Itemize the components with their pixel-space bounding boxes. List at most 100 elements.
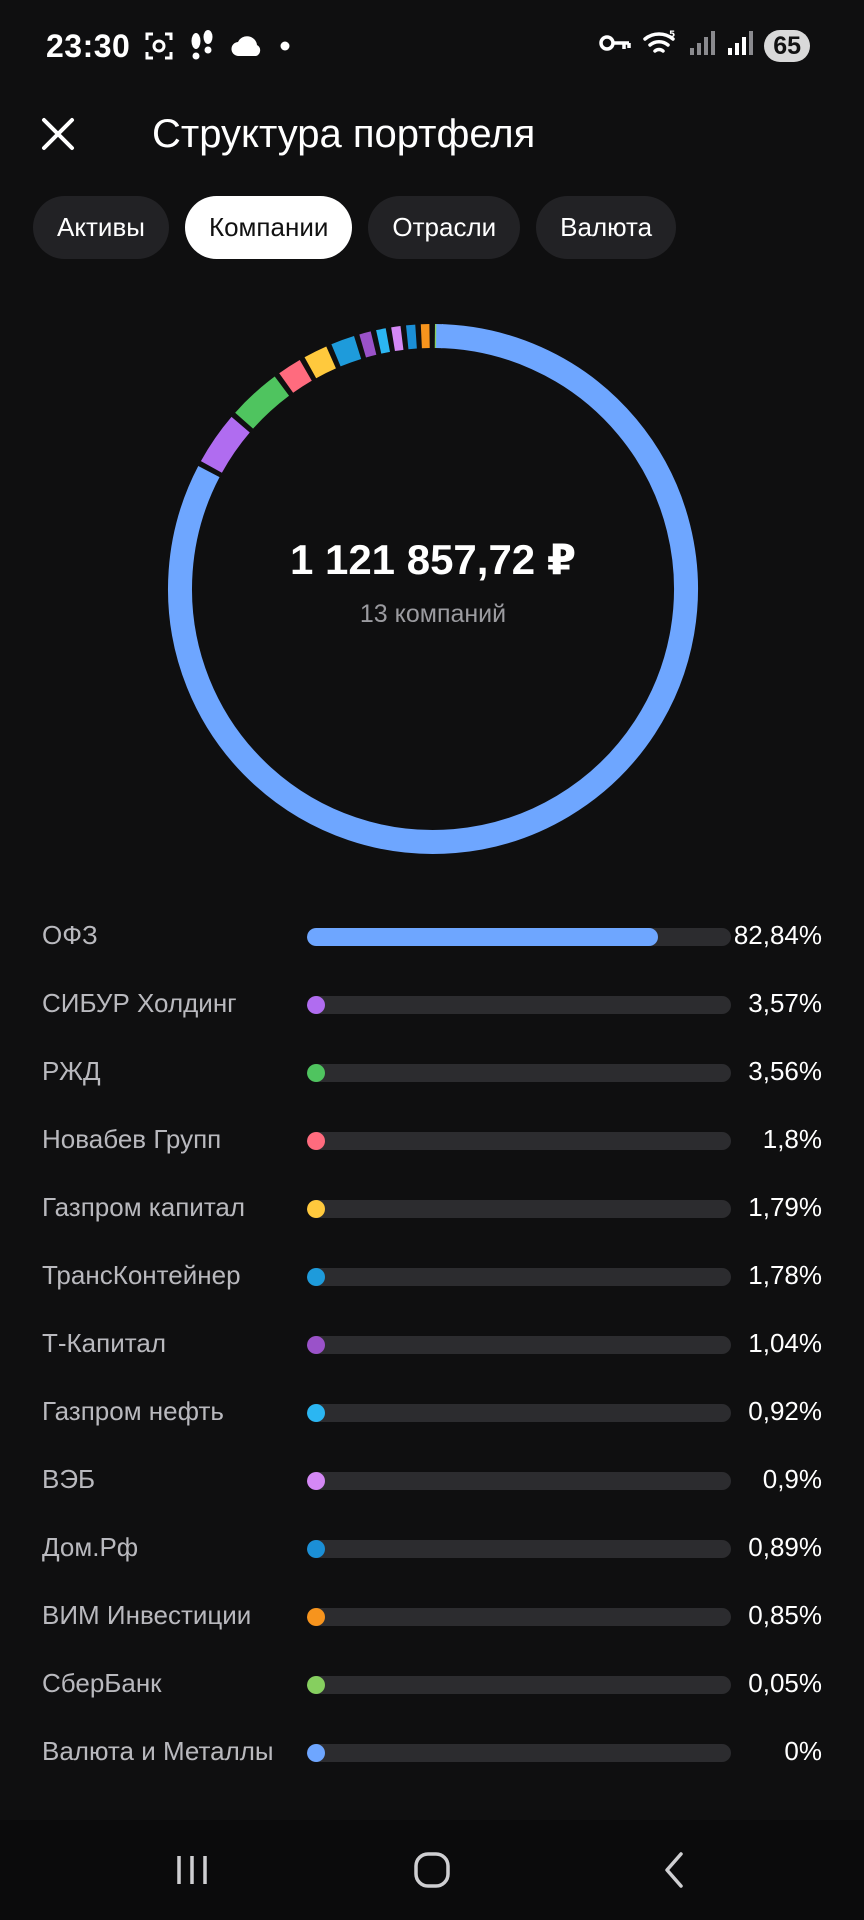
share-value: 1,79%	[748, 1192, 822, 1222]
donut-chart: 1 121 857,72 ₽ 13 компаний	[166, 322, 700, 856]
company-list: ОФЗ 82,84% СИБУР Холдинг 3,57% РЖД 3,56% Новаб…	[42, 904, 822, 1788]
page-title: Структура портфеля	[152, 112, 536, 156]
company-name: Валюта и Металлы	[42, 1736, 274, 1766]
status-time: 23:30	[46, 28, 131, 64]
share-bar-fill	[307, 1404, 325, 1422]
recents-icon	[177, 1856, 207, 1884]
company-row[interactable]: ВЭБ 0,9%	[42, 1448, 822, 1516]
tab-industries[interactable]: Отрасли	[368, 196, 521, 259]
company-row[interactable]: ОФЗ 82,84%	[42, 904, 822, 972]
share-bar-fill	[307, 1540, 325, 1558]
status-bar: 23:30 5 65	[0, 0, 864, 96]
donut-slice	[304, 346, 337, 379]
share-value: 0,05%	[748, 1668, 822, 1698]
tab-assets[interactable]: Активы	[33, 196, 169, 259]
dot-icon	[278, 39, 292, 58]
share-bar-fill	[307, 1336, 325, 1354]
company-name: ОФЗ	[42, 920, 98, 950]
tab-companies[interactable]: Компании	[184, 196, 353, 259]
share-bar-track	[307, 1064, 731, 1082]
cloud-icon	[230, 34, 264, 63]
company-row[interactable]: Валюта и Металлы 0%	[42, 1720, 822, 1788]
share-bar-fill	[307, 1268, 325, 1286]
donut-slice	[200, 416, 250, 473]
share-value: 1,78%	[748, 1260, 822, 1290]
company-row[interactable]: СберБанк 0,05%	[42, 1652, 822, 1720]
company-name: СИБУР Холдинг	[42, 988, 237, 1018]
company-row[interactable]: Газпром капитал 1,79%	[42, 1176, 822, 1244]
share-bar-fill	[307, 996, 325, 1014]
share-bar-track	[307, 1676, 731, 1694]
share-bar-fill	[307, 1608, 325, 1626]
donut-center: 1 121 857,72 ₽ 13 компаний	[166, 322, 700, 856]
share-bar-track	[307, 1540, 731, 1558]
status-right-icons: 5 65	[598, 28, 810, 63]
tab-currency[interactable]: Валюта	[536, 196, 677, 259]
share-bar-track	[307, 1200, 731, 1218]
back-icon	[665, 1852, 683, 1888]
company-name: Дом.Рф	[42, 1532, 139, 1562]
screenshot-icon	[144, 31, 174, 66]
share-value: 0,92%	[748, 1396, 822, 1426]
share-bar-fill	[307, 928, 658, 946]
wifi-icon: 5	[642, 28, 678, 63]
share-value: 3,57%	[748, 988, 822, 1018]
share-bar-fill	[307, 1744, 325, 1762]
company-name: Т-Капитал	[42, 1328, 166, 1358]
share-value: 3,56%	[748, 1056, 822, 1086]
company-name: ВИМ Инвестиции	[42, 1600, 252, 1630]
share-value: 82,84%	[733, 920, 822, 950]
company-row[interactable]: ВИМ Инвестиции 0,85%	[42, 1584, 822, 1652]
battery-badge: 65	[764, 29, 810, 62]
donut-slice	[406, 324, 417, 350]
share-bar-track	[307, 1268, 731, 1286]
donut-slice	[391, 326, 404, 352]
donut-slice	[376, 328, 391, 354]
company-row[interactable]: СИБУР Холдинг 3,57%	[42, 972, 822, 1040]
recents-button[interactable]	[160, 1838, 224, 1902]
share-value: 0%	[784, 1736, 822, 1766]
signal-icon	[688, 29, 716, 62]
company-name: Новабев Групп	[42, 1124, 222, 1154]
company-row[interactable]: Газпром нефть 0,92%	[42, 1380, 822, 1448]
back-button[interactable]	[642, 1838, 706, 1902]
share-value: 1,04%	[748, 1328, 822, 1358]
share-bar-track	[307, 1404, 731, 1422]
close-button[interactable]	[38, 114, 78, 154]
status-left-icons	[144, 30, 292, 67]
company-row[interactable]: Т-Капитал 1,04%	[42, 1312, 822, 1380]
company-name: ТрансКонтейнер	[42, 1260, 241, 1290]
steps-icon	[188, 30, 216, 67]
nav-bar	[0, 1820, 864, 1920]
share-value: 1,8%	[762, 1124, 822, 1154]
share-bar-fill	[307, 1064, 325, 1082]
tabs: Активы Компании Отрасли Валюта	[33, 196, 677, 259]
share-bar-track	[307, 1132, 731, 1150]
portfolio-total: 1 121 857,72 ₽	[289, 536, 577, 583]
share-value: 0,85%	[748, 1600, 822, 1630]
share-bar-track	[307, 1336, 731, 1354]
share-bar-track	[307, 1472, 731, 1490]
close-icon	[42, 118, 74, 150]
share-bar-fill	[307, 1472, 325, 1490]
home-button[interactable]	[400, 1838, 464, 1902]
share-bar-track	[307, 1744, 731, 1762]
company-row[interactable]: РЖД 3,56%	[42, 1040, 822, 1108]
donut-slice	[279, 359, 312, 393]
company-row[interactable]: ТрансКонтейнер 1,78%	[42, 1244, 822, 1312]
company-row[interactable]: Новабев Групп 1,8%	[42, 1108, 822, 1176]
home-icon	[414, 1852, 450, 1888]
company-name: Газпром капитал	[42, 1192, 246, 1222]
share-bar-fill	[307, 1132, 325, 1150]
share-value: 0,9%	[762, 1464, 822, 1494]
company-name: СберБанк	[42, 1668, 162, 1698]
company-name: Газпром нефть	[42, 1396, 224, 1426]
donut-slice	[235, 376, 290, 429]
signal-icon	[726, 29, 754, 62]
donut-svg	[168, 324, 698, 854]
share-value: 0,89%	[748, 1532, 822, 1562]
company-name: ВЭБ	[42, 1464, 96, 1494]
share-bar-fill	[307, 1676, 325, 1694]
company-row[interactable]: Дом.Рф 0,89%	[42, 1516, 822, 1584]
donut-slice	[359, 331, 377, 358]
